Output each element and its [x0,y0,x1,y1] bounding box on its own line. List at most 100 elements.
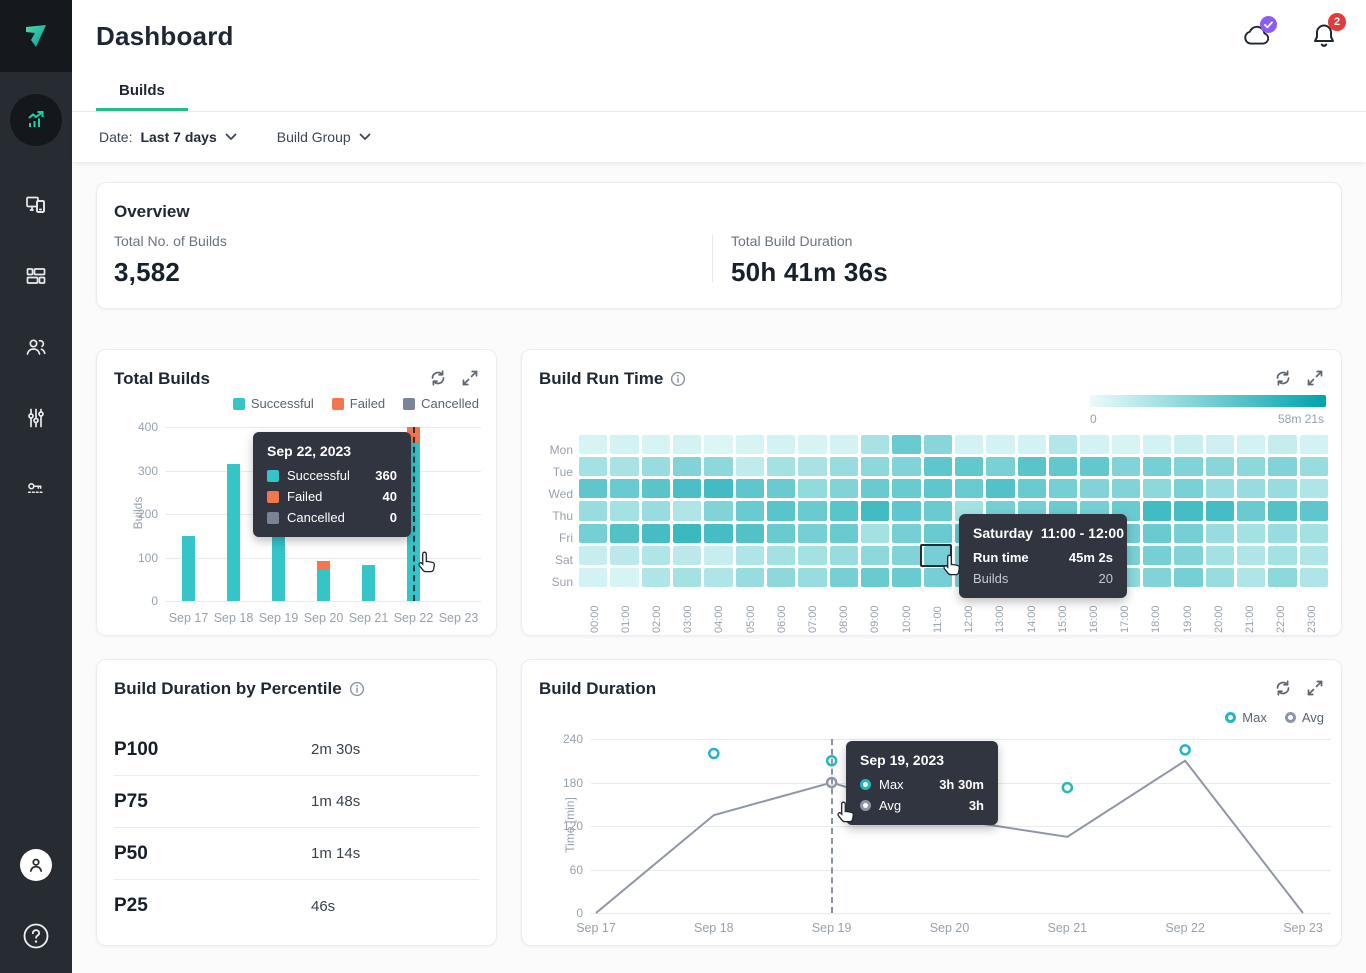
heatmap-cell[interactable] [735,523,764,543]
heatmap-cell[interactable] [735,545,764,565]
heatmap-cell[interactable] [1174,567,1203,587]
heatmap-cell[interactable] [829,523,858,543]
heatmap-cell[interactable] [1111,435,1140,455]
heatmap-cell[interactable] [861,501,890,521]
heatmap-cell[interactable] [1143,523,1172,543]
heatmap-cell[interactable] [735,457,764,477]
heatmap-cell[interactable] [1299,545,1328,565]
heatmap-cell[interactable] [861,545,890,565]
heatmap-cell[interactable] [610,479,639,499]
heatmap-cell[interactable] [1111,457,1140,477]
heatmap-cell[interactable] [1174,457,1203,477]
heatmap-cell[interactable] [986,479,1015,499]
heatmap-cell[interactable] [641,567,670,587]
heatmap-cell[interactable] [579,435,608,455]
heatmap-cell[interactable] [1143,545,1172,565]
bar-segment-successful[interactable] [317,569,330,601]
sidebar-item-devices[interactable] [24,193,48,217]
heatmap-cell[interactable] [641,545,670,565]
profile-avatar[interactable] [20,849,52,881]
heatmap-cell[interactable] [1205,523,1234,543]
heatmap-cell[interactable] [1268,545,1297,565]
heatmap-cell[interactable] [923,457,952,477]
heatmap-cell[interactable] [579,457,608,477]
cloud-sync-button[interactable] [1242,16,1277,52]
heatmap-cell[interactable] [704,457,733,477]
expand-icon[interactable] [1306,369,1324,387]
heatmap-cell[interactable] [673,545,702,565]
heatmap-cell[interactable] [1017,435,1046,455]
heatmap-cell[interactable] [767,435,796,455]
heatmap-cell[interactable] [923,501,952,521]
heatmap-cell[interactable] [955,479,984,499]
heatmap-cell[interactable] [610,545,639,565]
refresh-icon[interactable] [429,369,447,387]
heatmap-cell[interactable] [1174,523,1203,543]
heatmap-cell[interactable] [923,545,952,565]
heatmap-cell[interactable] [1049,435,1078,455]
heatmap-cell[interactable] [861,457,890,477]
heatmap-cell[interactable] [767,479,796,499]
heatmap-cell[interactable] [1268,435,1297,455]
heatmap-cell[interactable] [579,479,608,499]
expand-icon[interactable] [461,369,479,387]
heatmap-cell[interactable] [1143,501,1172,521]
heatmap-cell[interactable] [798,523,827,543]
heatmap-cell[interactable] [923,435,952,455]
sidebar-item-access-key[interactable] [24,477,48,501]
heatmap-cell[interactable] [1080,479,1109,499]
heatmap-cell[interactable] [798,479,827,499]
sidebar-item-settings[interactable] [24,406,48,430]
heatmap-cell[interactable] [1299,501,1328,521]
heatmap-cell[interactable] [767,523,796,543]
heatmap-cell[interactable] [1268,523,1297,543]
heatmap-cell[interactable] [1143,479,1172,499]
heatmap-cell[interactable] [735,501,764,521]
max-point[interactable] [1061,781,1074,794]
heatmap-cell[interactable] [829,567,858,587]
sidebar-item-analytics[interactable] [10,94,62,146]
heatmap-cell[interactable] [798,457,827,477]
heatmap-cell[interactable] [986,457,1015,477]
heatmap-cell[interactable] [1268,457,1297,477]
expand-icon[interactable] [1306,679,1324,697]
date-filter[interactable]: Date: Last 7 days [99,129,237,145]
heatmap-cell[interactable] [1205,567,1234,587]
heatmap-cell[interactable] [829,501,858,521]
heatmap-cell[interactable] [1143,435,1172,455]
heatmap-cell[interactable] [892,567,921,587]
heatmap-cell[interactable] [1174,435,1203,455]
heatmap-cell[interactable] [1143,457,1172,477]
heatmap-cell[interactable] [1268,501,1297,521]
heatmap-cell[interactable] [923,567,952,587]
heatmap-cell[interactable] [1237,457,1266,477]
max-point[interactable] [1179,744,1191,756]
build-group-filter[interactable]: Build Group [277,129,371,145]
heatmap-cell[interactable] [1299,457,1328,477]
heatmap-cell[interactable] [1268,479,1297,499]
heatmap-cell[interactable] [1237,479,1266,499]
heatmap-cell[interactable] [1237,567,1266,587]
heatmap-cell[interactable] [673,435,702,455]
heatmap-cell[interactable] [1049,457,1078,477]
heatmap-cell[interactable] [610,435,639,455]
refresh-icon[interactable] [1274,679,1292,697]
heatmap-cell[interactable] [579,567,608,587]
heatmap-cell[interactable] [1299,567,1328,587]
heatmap-cell[interactable] [1205,501,1234,521]
heatmap-cell[interactable] [829,479,858,499]
heatmap-cell[interactable] [1205,545,1234,565]
bar-segment-successful[interactable] [362,564,375,601]
heatmap-cell[interactable] [892,435,921,455]
tab-builds[interactable]: Builds [96,72,188,111]
heatmap-cell[interactable] [579,545,608,565]
heatmap-cell[interactable] [892,545,921,565]
heatmap-cell[interactable] [1237,501,1266,521]
heatmap-cell[interactable] [610,523,639,543]
heatmap-cell[interactable] [955,435,984,455]
heatmap-cell[interactable] [641,523,670,543]
heatmap-cell[interactable] [1174,501,1203,521]
heatmap-cell[interactable] [735,435,764,455]
heatmap-cell[interactable] [767,567,796,587]
max-point[interactable] [708,747,720,760]
